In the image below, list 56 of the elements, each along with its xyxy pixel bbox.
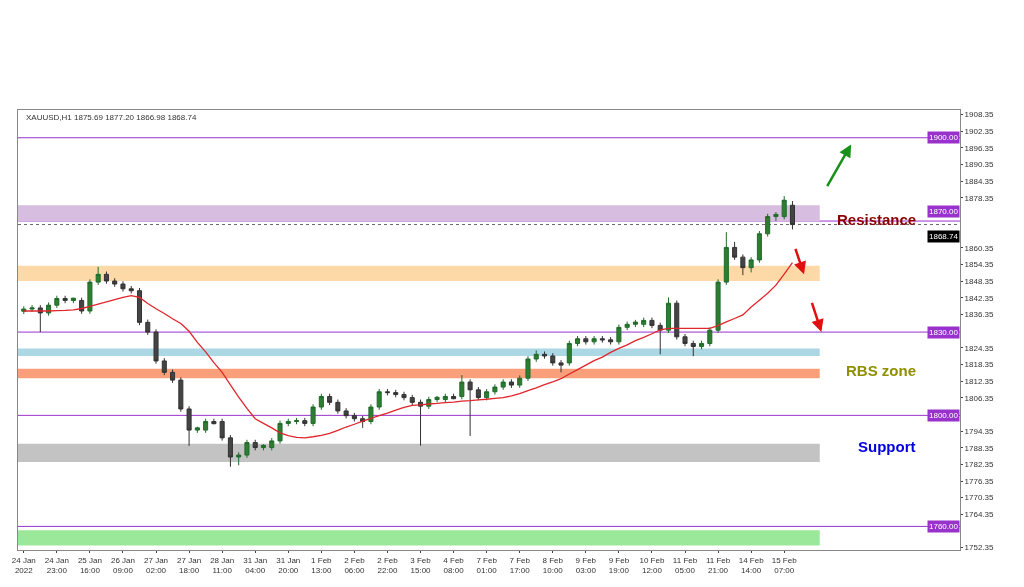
x-tick-label: 27 Jan 18:00 [177,555,202,575]
x-tick-label: 25 Jan 16:00 [77,555,102,575]
y-tick-label: 1896.35 [964,143,995,153]
y-tick-label: 1782.35 [964,460,995,470]
y-tick-label: 1890.35 [964,160,995,170]
annotation: XAUUSD,H1 1875.69 1877.20 1866.98 1868.74 [26,113,197,122]
x-tick-label: 7 Feb 17:00 [509,555,531,575]
y-tick-label: 1770.35 [964,493,995,503]
x-tick-label: 9 Feb 03:00 [575,555,597,575]
x-tick-label: 14 Feb 14:00 [738,555,765,575]
x-tick-label: 1 Feb 13:00 [311,555,333,575]
y-tick-label: 1860.35 [964,243,995,253]
x-tick-label: 7 Feb 01:00 [476,555,498,575]
y-tick-label: 1884.35 [964,177,995,187]
y-tick-label: 1824.35 [964,343,995,353]
y-tick-label: 1764.35 [964,510,995,520]
ref-line-label: 1900.00 [929,133,959,142]
text: RBS zone [846,362,917,379]
y-tick-label: 1776.35 [964,476,995,486]
y-tick-label: 1908.35 [964,110,995,120]
x-tick-label: 9 Feb 19:00 [608,555,630,575]
ref-line-label: 1868.74 [929,232,959,241]
y-tick-label: 1854.35 [964,260,995,270]
x-tick-label: 31 Jan 20:00 [276,555,301,575]
x-tick-label: 15 Feb 07:00 [771,555,798,575]
y-tick-label: 1812.35 [964,376,995,386]
x-tick-label: 2 Feb 22:00 [377,555,399,575]
x-tick-label: 3 Feb 15:00 [410,555,432,575]
text: Support [858,438,916,455]
y-tick-label: 1752.35 [964,543,995,553]
x-tick-label: 10 Feb 12:00 [639,555,665,575]
x-tick-label: 31 Jan 04:00 [243,555,268,575]
text: Resistance [837,211,917,228]
ref-line-label: 1870.00 [929,207,959,216]
ref-line-label: 1800.00 [929,411,959,420]
y-tick-label: 1794.35 [964,426,995,436]
ref-line-label: 1760.00 [929,522,959,531]
x-tick-label: 28 Jan 11:00 [210,555,235,575]
y-tick-label: 1806.35 [964,393,995,403]
x-tick-label: 24 Jan 23:00 [44,555,69,575]
x-tick-label: 27 Jan 02:00 [144,555,169,575]
x-tick-label: 11 Feb 21:00 [705,555,731,575]
y-tick-label: 1902.35 [964,127,995,137]
x-tick-label: 2 Feb 06:00 [344,555,366,575]
y-tick-label: 1788.35 [964,443,995,453]
x-tick-label: 24 Jan 2022 [11,555,36,575]
x-tick-label: 8 Feb 10:00 [542,555,564,575]
y-tick-label: 1842.35 [964,293,995,303]
y-tick-label: 1836.35 [964,310,995,320]
y-tick-label: 1848.35 [964,276,995,286]
x-tick-label: 4 Feb 08:00 [443,555,465,575]
x-tick-label: 26 Jan 09:00 [110,555,135,575]
x-tick-label: 11 Feb 05:00 [672,555,698,575]
y-tick-label: 1878.35 [964,193,995,203]
y-tick-label: 1818.35 [964,360,995,370]
ref-line-label: 1830.00 [929,328,959,337]
